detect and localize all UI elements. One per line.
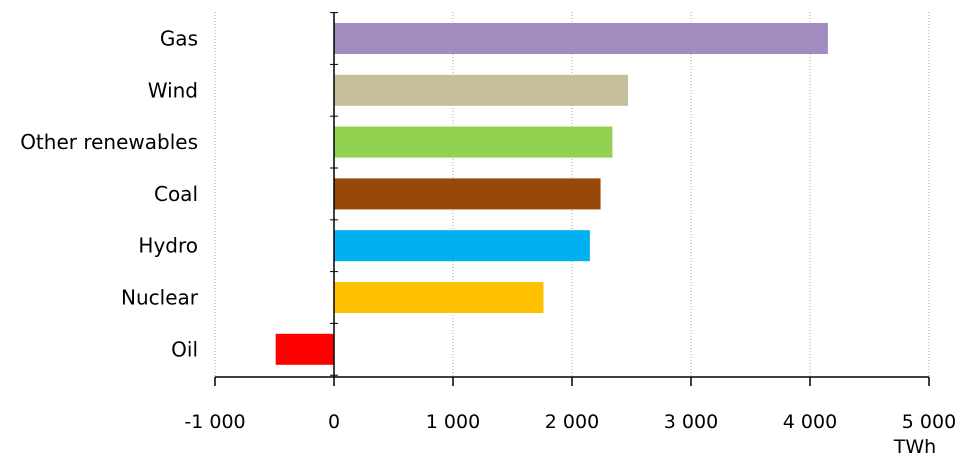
- x-tick-label-5: 4 000: [783, 411, 837, 433]
- bar-nuclear: [334, 282, 544, 313]
- bars: [275, 23, 828, 365]
- bar-gas: [334, 23, 828, 54]
- category-label-coal: Coal: [154, 182, 198, 206]
- axes: [214, 12, 930, 386]
- bar-oil: [275, 333, 334, 365]
- x-tick-label-2: 1 000: [426, 411, 480, 433]
- category-label-gas: Gas: [160, 27, 198, 51]
- category-label-oil: Oil: [171, 337, 198, 361]
- tick-labels: -1 000 0 1 000 2 000 3 000 4 000 5 000: [184, 411, 956, 433]
- bar-coal: [334, 178, 601, 210]
- x-tick-label-4: 3 000: [664, 411, 718, 433]
- x-tick-label-1: 0: [328, 411, 340, 433]
- grid-lines: [214, 12, 930, 377]
- bar-hydro: [334, 230, 590, 262]
- category-label-hydro: Hydro: [138, 234, 198, 258]
- bar-other-renewables: [334, 126, 613, 158]
- x-tick-label-6: 5 000: [902, 411, 956, 433]
- x-tick-label-3: 2 000: [545, 411, 599, 433]
- category-labels: Gas Wind Other renewables Coal Hydro Nuclear O…: [20, 27, 199, 362]
- category-label-wind: Wind: [148, 78, 198, 102]
- x-tick-label-0: -1 000: [184, 411, 245, 433]
- category-label-other-renewables: Other renewables: [20, 130, 198, 154]
- category-label-nuclear: Nuclear: [121, 286, 199, 310]
- bar-wind: [334, 74, 628, 106]
- unit-label: TWh: [893, 436, 936, 456]
